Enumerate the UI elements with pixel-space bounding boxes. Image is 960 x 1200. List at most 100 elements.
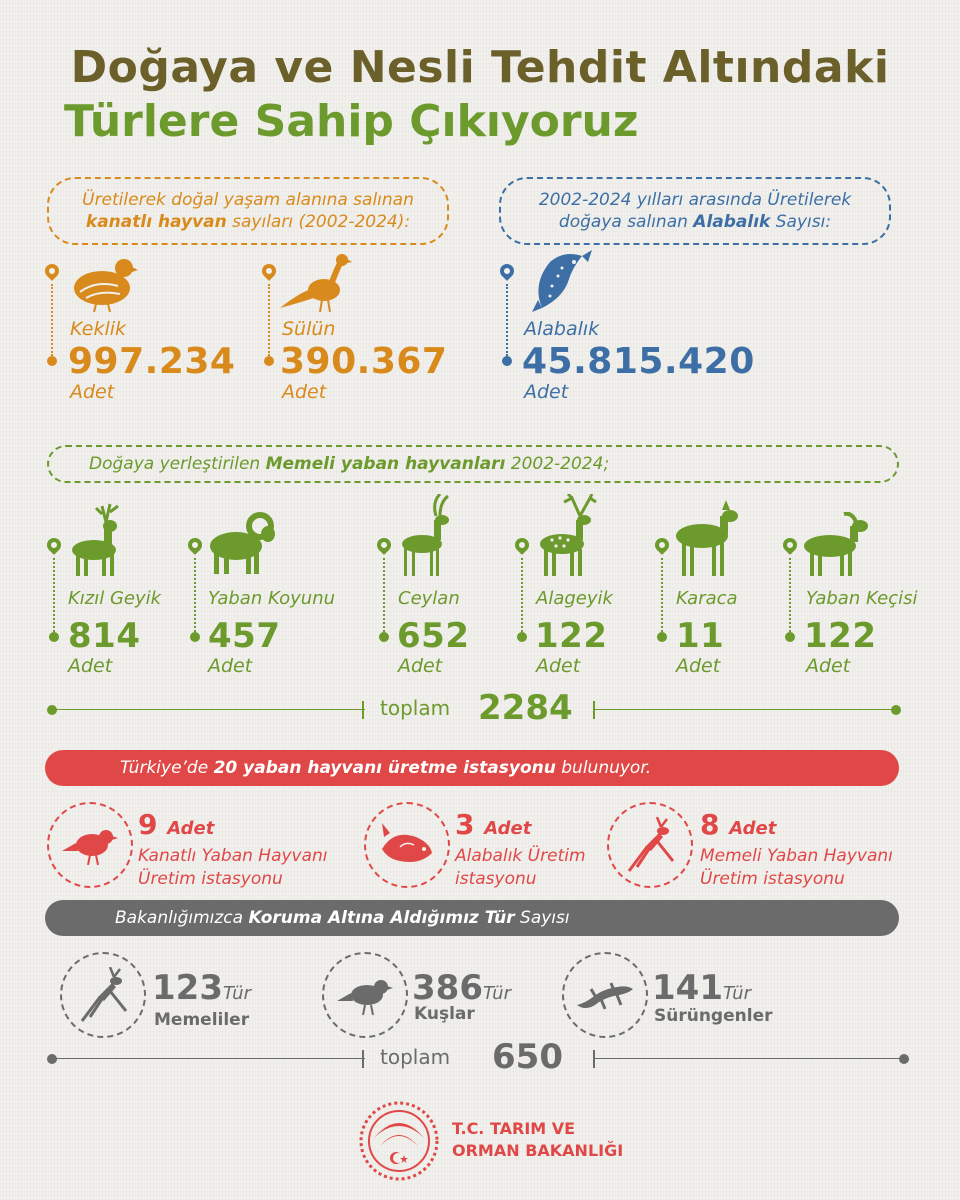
gazelle-icon <box>402 494 449 576</box>
mammal-unit: Adet <box>398 655 443 677</box>
station-count-value: 3 <box>455 808 475 841</box>
station-count-unit: Adet <box>167 818 215 839</box>
trout-heading-line1: 2002-2024 yılları arasında Üretilerek <box>538 190 852 210</box>
connector-dot <box>785 632 795 642</box>
bird-count: 390.367 <box>280 341 448 382</box>
trout-name: Alabalık <box>524 318 600 340</box>
line-end-dot <box>47 705 57 715</box>
mammal-unit: Adet <box>208 655 253 677</box>
station-line2: Üretim istasyonu <box>138 869 283 889</box>
mammal-count: 457 <box>208 616 281 656</box>
fallow-deer-icon <box>540 494 597 576</box>
location-pin-icon <box>259 261 279 281</box>
red-deer-icon <box>72 503 119 576</box>
station-count: 9 Adet <box>138 808 214 841</box>
protected-count: 386Tür <box>412 968 511 1008</box>
trout-heading-line2: doğaya salınan Alabalık Sayısı: <box>501 211 889 233</box>
mammal-count: 814 <box>68 616 141 656</box>
mammal-name: Yaban Keçisi <box>806 588 918 609</box>
station-line1: Alabalık Üretim <box>455 846 586 866</box>
protected-icon-circle <box>562 952 648 1038</box>
protected-count: 123Tür <box>152 968 251 1008</box>
protected-banner-bold: Koruma Altına Aldığımız Tür <box>248 908 515 928</box>
trout-heading-bold: Alabalık <box>693 212 771 232</box>
mammal-unit: Adet <box>676 655 721 677</box>
connector-line <box>521 558 523 632</box>
total-line-right <box>595 709 893 710</box>
protected-icon-circle <box>60 952 146 1038</box>
total-label: toplam <box>380 696 451 720</box>
station-line1: Memeli Yaban Hayvanı <box>700 846 893 866</box>
protected-count-unit: Tür <box>722 983 751 1004</box>
total-value: 650 <box>492 1037 563 1077</box>
location-pin-icon <box>42 261 62 281</box>
station-count: 8 Adet <box>700 808 776 841</box>
mammals-heading-rest: 2002-2024; <box>505 454 610 474</box>
bird-icon <box>62 830 118 865</box>
bird-unit: Adet <box>70 381 115 403</box>
line-end-dot <box>47 1054 57 1064</box>
bird-unit: Adet <box>282 381 327 403</box>
station-count-value: 9 <box>138 808 158 841</box>
org-name-line1: T.C. TARIM VE <box>452 1119 576 1138</box>
connector-line <box>789 558 791 632</box>
trout-heading-pre: doğaya salınan <box>558 212 694 232</box>
line-end-dot <box>899 1054 909 1064</box>
roe-deer-icon <box>676 500 738 576</box>
org-name-line2: ORMAN BAKANLIĞI <box>452 1141 624 1160</box>
protected-count-value: 386 <box>412 968 483 1008</box>
location-pin-icon <box>185 535 205 555</box>
connector-line <box>51 284 53 356</box>
connector-line <box>53 558 55 632</box>
mammals-heading-pre: Doğaya yerleştirilen <box>89 454 266 474</box>
connector-dot <box>657 632 667 642</box>
birds-heading-bold: kanatlı hayvan <box>85 212 227 232</box>
deer-icon <box>80 967 128 1022</box>
trout-count: 45.815.420 <box>522 341 755 382</box>
mammals-heading-box: Doğaya yerleştirilen Memeli yaban hayvan… <box>47 445 899 483</box>
fish-icon <box>382 823 432 862</box>
location-pin-icon <box>44 535 64 555</box>
connector-line <box>383 558 385 632</box>
total-separator <box>593 701 595 719</box>
station-icon-circle <box>364 802 450 888</box>
location-pin-icon <box>780 535 800 555</box>
total-line-left <box>55 1058 365 1059</box>
mammal-unit: Adet <box>68 655 113 677</box>
location-pin-icon <box>374 535 394 555</box>
station-count-unit: Adet <box>484 818 532 839</box>
protected-label: Memeliler <box>154 1010 250 1030</box>
total-separator <box>593 1050 595 1068</box>
station-count: 3 Adet <box>455 808 531 841</box>
protected-count: 141Tür <box>652 968 751 1008</box>
location-pin-icon <box>497 261 517 281</box>
bird-name: Sülün <box>282 318 336 340</box>
total-line-left <box>55 709 365 710</box>
station-icon-circle <box>607 802 693 888</box>
lizard-icon <box>577 982 633 1010</box>
wild-sheep-icon <box>210 512 275 574</box>
stations-banner-pre: Türkiye’de <box>120 758 214 778</box>
station-line2: istasyonu <box>455 869 537 889</box>
total-label: toplam <box>380 1045 451 1069</box>
total-value: 2284 <box>478 688 573 728</box>
mammal-count: 11 <box>676 616 725 656</box>
mammal-count: 652 <box>397 616 470 656</box>
page-title-line1: Doğaya ve Nesli Tehdit Altındaki <box>70 42 890 93</box>
mammal-unit: Adet <box>536 655 581 677</box>
birds-heading-line1: Üretilerek doğal yaşam alanına salınan <box>82 190 414 210</box>
connector-dot <box>517 632 527 642</box>
connector-line <box>661 558 663 632</box>
protected-banner: Bakanlığımızca Koruma Altına Aldığımız T… <box>45 900 899 936</box>
location-pin-icon <box>512 535 532 555</box>
birds-heading-line2: kanatlı hayvan sayıları (2002-2024): <box>49 211 447 233</box>
protected-icon-circle <box>322 952 408 1038</box>
station-description: Kanatlı Yaban Hayvanı Üretim istasyonu <box>138 845 328 891</box>
mammal-count: 122 <box>804 616 877 656</box>
station-line2: Üretim istasyonu <box>700 869 845 889</box>
connector-line <box>506 284 508 356</box>
protected-count-value: 141 <box>652 968 723 1008</box>
connector-dot <box>264 356 274 366</box>
birds-heading-box: Üretilerek doğal yaşam alanına salınan k… <box>47 177 449 245</box>
stations-banner: Türkiye’de 20 yaban hayvanı üretme istas… <box>45 750 899 786</box>
